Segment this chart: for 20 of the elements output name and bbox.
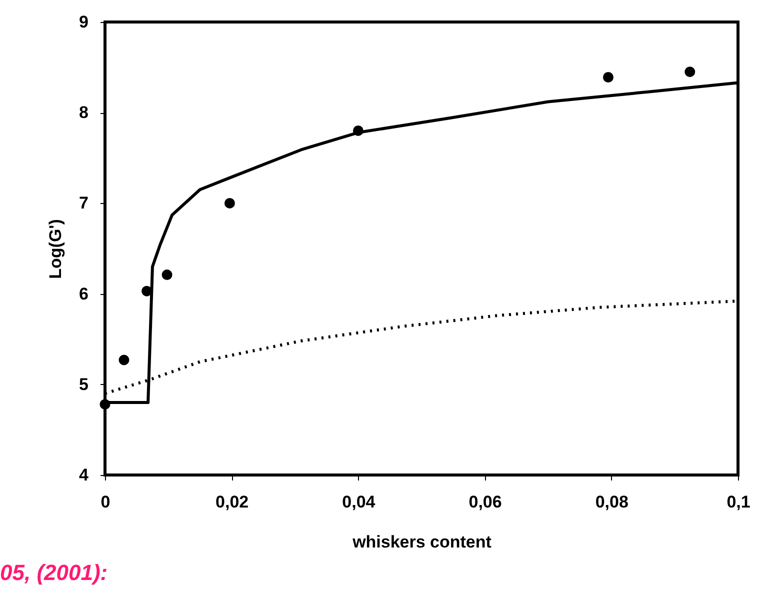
y-tick-label: 4 (79, 466, 90, 484)
x-tick-label: 0,1 (726, 492, 750, 512)
x-axis-title: whiskers content (352, 532, 492, 552)
text: 05, (2001): (0, 560, 108, 586)
y-tick-label: 8 (79, 103, 88, 122)
y-tick-label: 5 (79, 374, 88, 394)
y-tick-label: 6 (79, 284, 88, 304)
point (602, 72, 614, 82)
x-tick-label: 0,02 (216, 492, 249, 512)
y-axis-title: Log(G') (46, 219, 66, 279)
point (684, 66, 696, 78)
point (224, 198, 235, 208)
x-tick-label: 0,08 (595, 492, 628, 512)
point (118, 354, 130, 366)
x-tick-label: 0,04 (342, 492, 376, 512)
y-tick-label: 9 (79, 12, 88, 32)
x-tick-label: 0,06 (468, 492, 502, 512)
x-tick-label: 0 (100, 492, 110, 512)
point (162, 270, 172, 280)
y-tick-label: 7 (79, 194, 88, 213)
